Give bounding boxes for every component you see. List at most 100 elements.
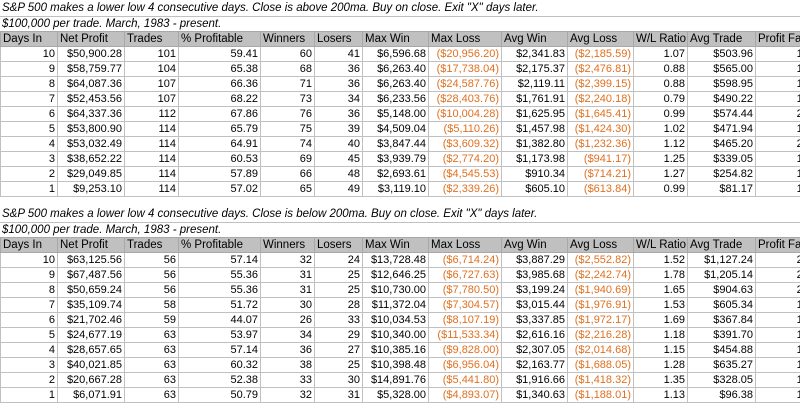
table-cell[interactable]: 33	[314, 312, 363, 328]
table-cell[interactable]: 63	[124, 357, 179, 373]
table-cell[interactable]: $13,728.48	[362, 252, 429, 268]
table-cell[interactable]: 101	[124, 46, 179, 62]
table-cell[interactable]: $11,372.04	[362, 297, 429, 313]
table-cell[interactable]: 2	[0, 166, 58, 182]
table-cell[interactable]: 57.02	[178, 181, 261, 197]
table-cell[interactable]: 7	[0, 297, 58, 313]
header-cell[interactable]: Losers	[314, 237, 363, 253]
table-cell[interactable]: $10,340.00	[362, 327, 429, 343]
table-cell[interactable]: $29,049.85	[57, 166, 125, 182]
table-cell[interactable]: 3	[0, 151, 58, 167]
table-cell[interactable]: $1,127.24	[687, 252, 756, 268]
table-cell[interactable]: 104	[124, 61, 179, 77]
table-cell[interactable]: 33	[260, 372, 315, 388]
table-cell[interactable]: 55.36	[178, 267, 261, 283]
table-cell[interactable]: $1,625.95	[501, 106, 568, 122]
table-cell[interactable]: $4,509.04	[362, 121, 429, 137]
table-cell[interactable]: 36	[314, 76, 363, 92]
table-cell[interactable]: $1,457.98	[501, 121, 568, 137]
table-cell[interactable]: $1,916.66	[501, 372, 568, 388]
table-cell[interactable]: 36	[314, 106, 363, 122]
table-cell[interactable]: $465.20	[687, 136, 756, 152]
table-cell[interactable]: ($8,107.19)	[428, 312, 502, 328]
table-cell[interactable]: 1.75	[755, 166, 800, 182]
header-cell[interactable]: Max Loss	[428, 31, 502, 47]
table-cell[interactable]: 25	[314, 282, 363, 298]
header-cell[interactable]: Net Profit	[57, 237, 125, 253]
header-cell[interactable]: Avg Trade	[687, 31, 756, 47]
table-cell[interactable]: 31	[314, 387, 363, 403]
table-cell[interactable]: 1.78	[633, 267, 688, 283]
table-cell[interactable]: 107	[124, 91, 179, 107]
table-cell[interactable]: 0.88	[633, 61, 688, 77]
table-cell[interactable]: 38	[260, 357, 315, 373]
table-cell[interactable]: 63	[124, 342, 179, 358]
table-cell[interactable]: 7	[0, 91, 58, 107]
table-cell[interactable]: 25	[314, 357, 363, 373]
table-cell[interactable]: ($2,476.81)	[567, 61, 634, 77]
table-cell[interactable]: 1.91	[755, 151, 800, 167]
header-cell[interactable]: Profit Factor	[755, 237, 800, 253]
table-cell[interactable]: $10,385.16	[362, 342, 429, 358]
table-cell[interactable]: $6,071.91	[57, 387, 125, 403]
table-cell[interactable]: $9,253.10	[57, 181, 125, 197]
table-cell[interactable]: 0.79	[633, 91, 688, 107]
header-cell[interactable]: Avg Trade	[687, 237, 756, 253]
table-cell[interactable]: 24	[314, 252, 363, 268]
table-cell[interactable]: 6	[0, 312, 58, 328]
table-cell[interactable]: 1.66	[755, 61, 800, 77]
header-cell[interactable]: Avg Loss	[567, 237, 634, 253]
table-cell[interactable]: ($1,424.30)	[567, 121, 634, 137]
table-cell[interactable]: 40	[314, 136, 363, 152]
table-cell[interactable]: 55.36	[178, 282, 261, 298]
table-cell[interactable]: $10,034.53	[362, 312, 429, 328]
header-cell[interactable]: Days In	[0, 237, 58, 253]
table-cell[interactable]: 2	[0, 372, 58, 388]
table-cell[interactable]: $490.22	[687, 91, 756, 107]
table-cell[interactable]: 0.99	[633, 106, 688, 122]
table-cell[interactable]: 1.74	[755, 76, 800, 92]
table-cell[interactable]: 1.57	[755, 46, 800, 62]
table-cell[interactable]: 57.14	[178, 342, 261, 358]
table-cell[interactable]: 27	[314, 342, 363, 358]
table-cell[interactable]: $6,233.56	[362, 91, 429, 107]
table-cell[interactable]: 1.15	[633, 342, 688, 358]
table-cell[interactable]: $67,487.56	[57, 267, 125, 283]
table-cell[interactable]: ($2,774.20)	[428, 151, 502, 167]
header-cell[interactable]: Avg Win	[501, 31, 568, 47]
table-cell[interactable]: 10	[0, 46, 58, 62]
table-cell[interactable]: 56	[124, 252, 179, 268]
table-cell[interactable]: 30	[314, 372, 363, 388]
table-cell[interactable]: 1.12	[633, 136, 688, 152]
table-cell[interactable]: ($714.21)	[567, 166, 634, 182]
table-cell[interactable]: $3,337.85	[501, 312, 568, 328]
table-cell[interactable]: $574.44	[687, 106, 756, 122]
table-cell[interactable]: 1.52	[633, 252, 688, 268]
table-cell[interactable]: 34	[314, 91, 363, 107]
table-cell[interactable]: 48	[314, 166, 363, 182]
table-cell[interactable]: 34	[260, 327, 315, 343]
table-cell[interactable]: $598.95	[687, 76, 756, 92]
table-cell[interactable]: ($17,738.04)	[428, 61, 502, 77]
table-cell[interactable]: ($5,441.80)	[428, 372, 502, 388]
table-cell[interactable]: $904.63	[687, 282, 756, 298]
table-cell[interactable]: 58	[124, 297, 179, 313]
table-cell[interactable]: 65.79	[178, 121, 261, 137]
table-cell[interactable]: $2,175.37	[501, 61, 568, 77]
header-cell[interactable]: W/L Ratio	[633, 237, 688, 253]
table-cell[interactable]: 4	[0, 342, 58, 358]
table-cell[interactable]: 10	[0, 252, 58, 268]
table-cell[interactable]: 2.03	[755, 252, 800, 268]
table-cell[interactable]: 9	[0, 61, 58, 77]
table-cell[interactable]: ($1,232.36)	[567, 136, 634, 152]
table-cell[interactable]: ($20,956.20)	[428, 46, 502, 62]
table-cell[interactable]: 114	[124, 136, 179, 152]
table-cell[interactable]: $635.27	[687, 357, 756, 373]
table-cell[interactable]: $2,163.77	[501, 357, 568, 373]
table-cell[interactable]: ($2,240.18)	[567, 91, 634, 107]
table-cell[interactable]: 1.31	[755, 181, 800, 197]
header-cell[interactable]: Losers	[314, 31, 363, 47]
table-cell[interactable]: $96.38	[687, 387, 756, 403]
table-cell[interactable]: $2,307.05	[501, 342, 568, 358]
table-cell[interactable]: 36	[314, 61, 363, 77]
